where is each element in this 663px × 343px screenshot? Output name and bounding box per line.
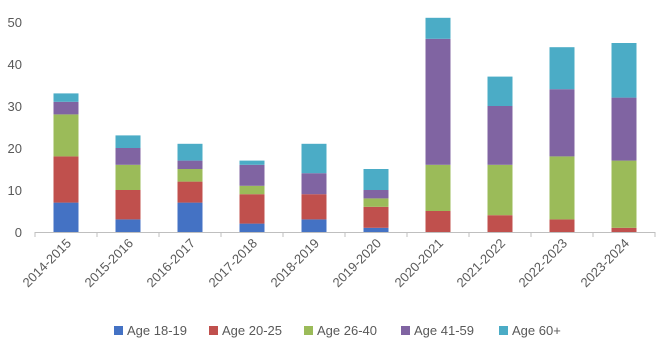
bar-segment <box>177 160 203 169</box>
x-tick-label: 2016-2017 <box>144 236 199 291</box>
y-tick-label: 10 <box>8 183 22 198</box>
bar-segment <box>115 219 141 232</box>
bar-segment <box>549 156 575 220</box>
bar-segment <box>549 219 575 232</box>
x-tick-label: 2020-2021 <box>392 236 447 291</box>
bar-segment <box>53 156 79 203</box>
bar-segment <box>611 43 637 98</box>
legend-label: Age 26-40 <box>317 323 377 338</box>
bar-segment <box>115 190 141 220</box>
bar-segment <box>611 160 637 228</box>
bar-segment <box>363 198 389 207</box>
bar-segment <box>425 211 451 232</box>
y-tick-label: 30 <box>8 99 22 114</box>
legend-swatch <box>114 326 123 335</box>
bar-segment <box>425 164 451 211</box>
legend: Age 18-19 Age 20-25 Age 26-40 Age 41-59 Age … <box>114 323 561 338</box>
x-tick-label: 2018-2019 <box>268 236 323 291</box>
bar-segment <box>549 47 575 90</box>
bar-segment <box>53 202 79 232</box>
bar-segment <box>425 17 451 39</box>
bar-segment <box>549 89 575 157</box>
bar-segment <box>53 114 79 157</box>
bar-segment <box>363 206 389 228</box>
legend-label: Age 60+ <box>512 323 561 338</box>
y-axis: 0 10 20 30 40 50 <box>8 15 22 240</box>
legend-swatch <box>401 326 410 335</box>
y-tick-label: 40 <box>8 57 22 72</box>
bar-segment <box>363 169 389 190</box>
bar-segment <box>487 164 513 216</box>
bar-segment <box>177 202 203 232</box>
y-tick-label: 20 <box>8 141 22 156</box>
bar-segment <box>115 135 141 148</box>
bar-segment <box>487 215 513 232</box>
legend-label: Age 41-59 <box>414 323 474 338</box>
bar-segment <box>239 185 265 195</box>
bar-segment <box>177 181 203 203</box>
bar-segment <box>53 93 79 102</box>
bar-segment <box>363 190 389 199</box>
x-tick-label: 2022-2023 <box>516 236 571 291</box>
x-tick-label: 2019-2020 <box>330 236 385 291</box>
x-tick-label: 2023-2024 <box>578 236 633 291</box>
y-tick-label: 0 <box>15 225 22 240</box>
y-tick-label: 50 <box>8 15 22 30</box>
bar-segment <box>301 194 327 220</box>
x-tick-label: 2021-2022 <box>454 236 509 291</box>
bar-segment <box>487 106 513 165</box>
bar-segment <box>239 164 265 186</box>
bar-segment <box>115 148 141 165</box>
bar-segment <box>177 143 203 161</box>
bars <box>53 17 637 232</box>
bar-segment <box>301 143 327 174</box>
legend-swatch <box>209 326 218 335</box>
bar-segment <box>177 169 203 182</box>
x-tick-label: 2015-2016 <box>82 236 137 291</box>
bar-segment <box>239 223 265 232</box>
x-axis: 2014-2015 2015-2016 2016-2017 2017-2018 2018… <box>20 232 656 291</box>
x-tick-label: 2017-2018 <box>206 236 261 291</box>
bar-segment <box>487 76 513 106</box>
bar-segment <box>115 164 141 190</box>
legend-label: Age 20-25 <box>222 323 282 338</box>
x-tick-label: 2014-2015 <box>20 236 75 291</box>
bar-segment <box>239 160 265 165</box>
legend-label: Age 18-19 <box>127 323 187 338</box>
bar-segment <box>611 97 637 161</box>
bar-segment <box>53 101 79 115</box>
bar-segment <box>301 173 327 195</box>
bar-segment <box>611 227 637 232</box>
bar-segment <box>239 194 265 224</box>
bar-segment <box>425 38 451 165</box>
legend-swatch <box>499 326 508 335</box>
bar-segment <box>363 227 389 232</box>
bar-segment <box>301 219 327 232</box>
legend-swatch <box>304 326 313 335</box>
